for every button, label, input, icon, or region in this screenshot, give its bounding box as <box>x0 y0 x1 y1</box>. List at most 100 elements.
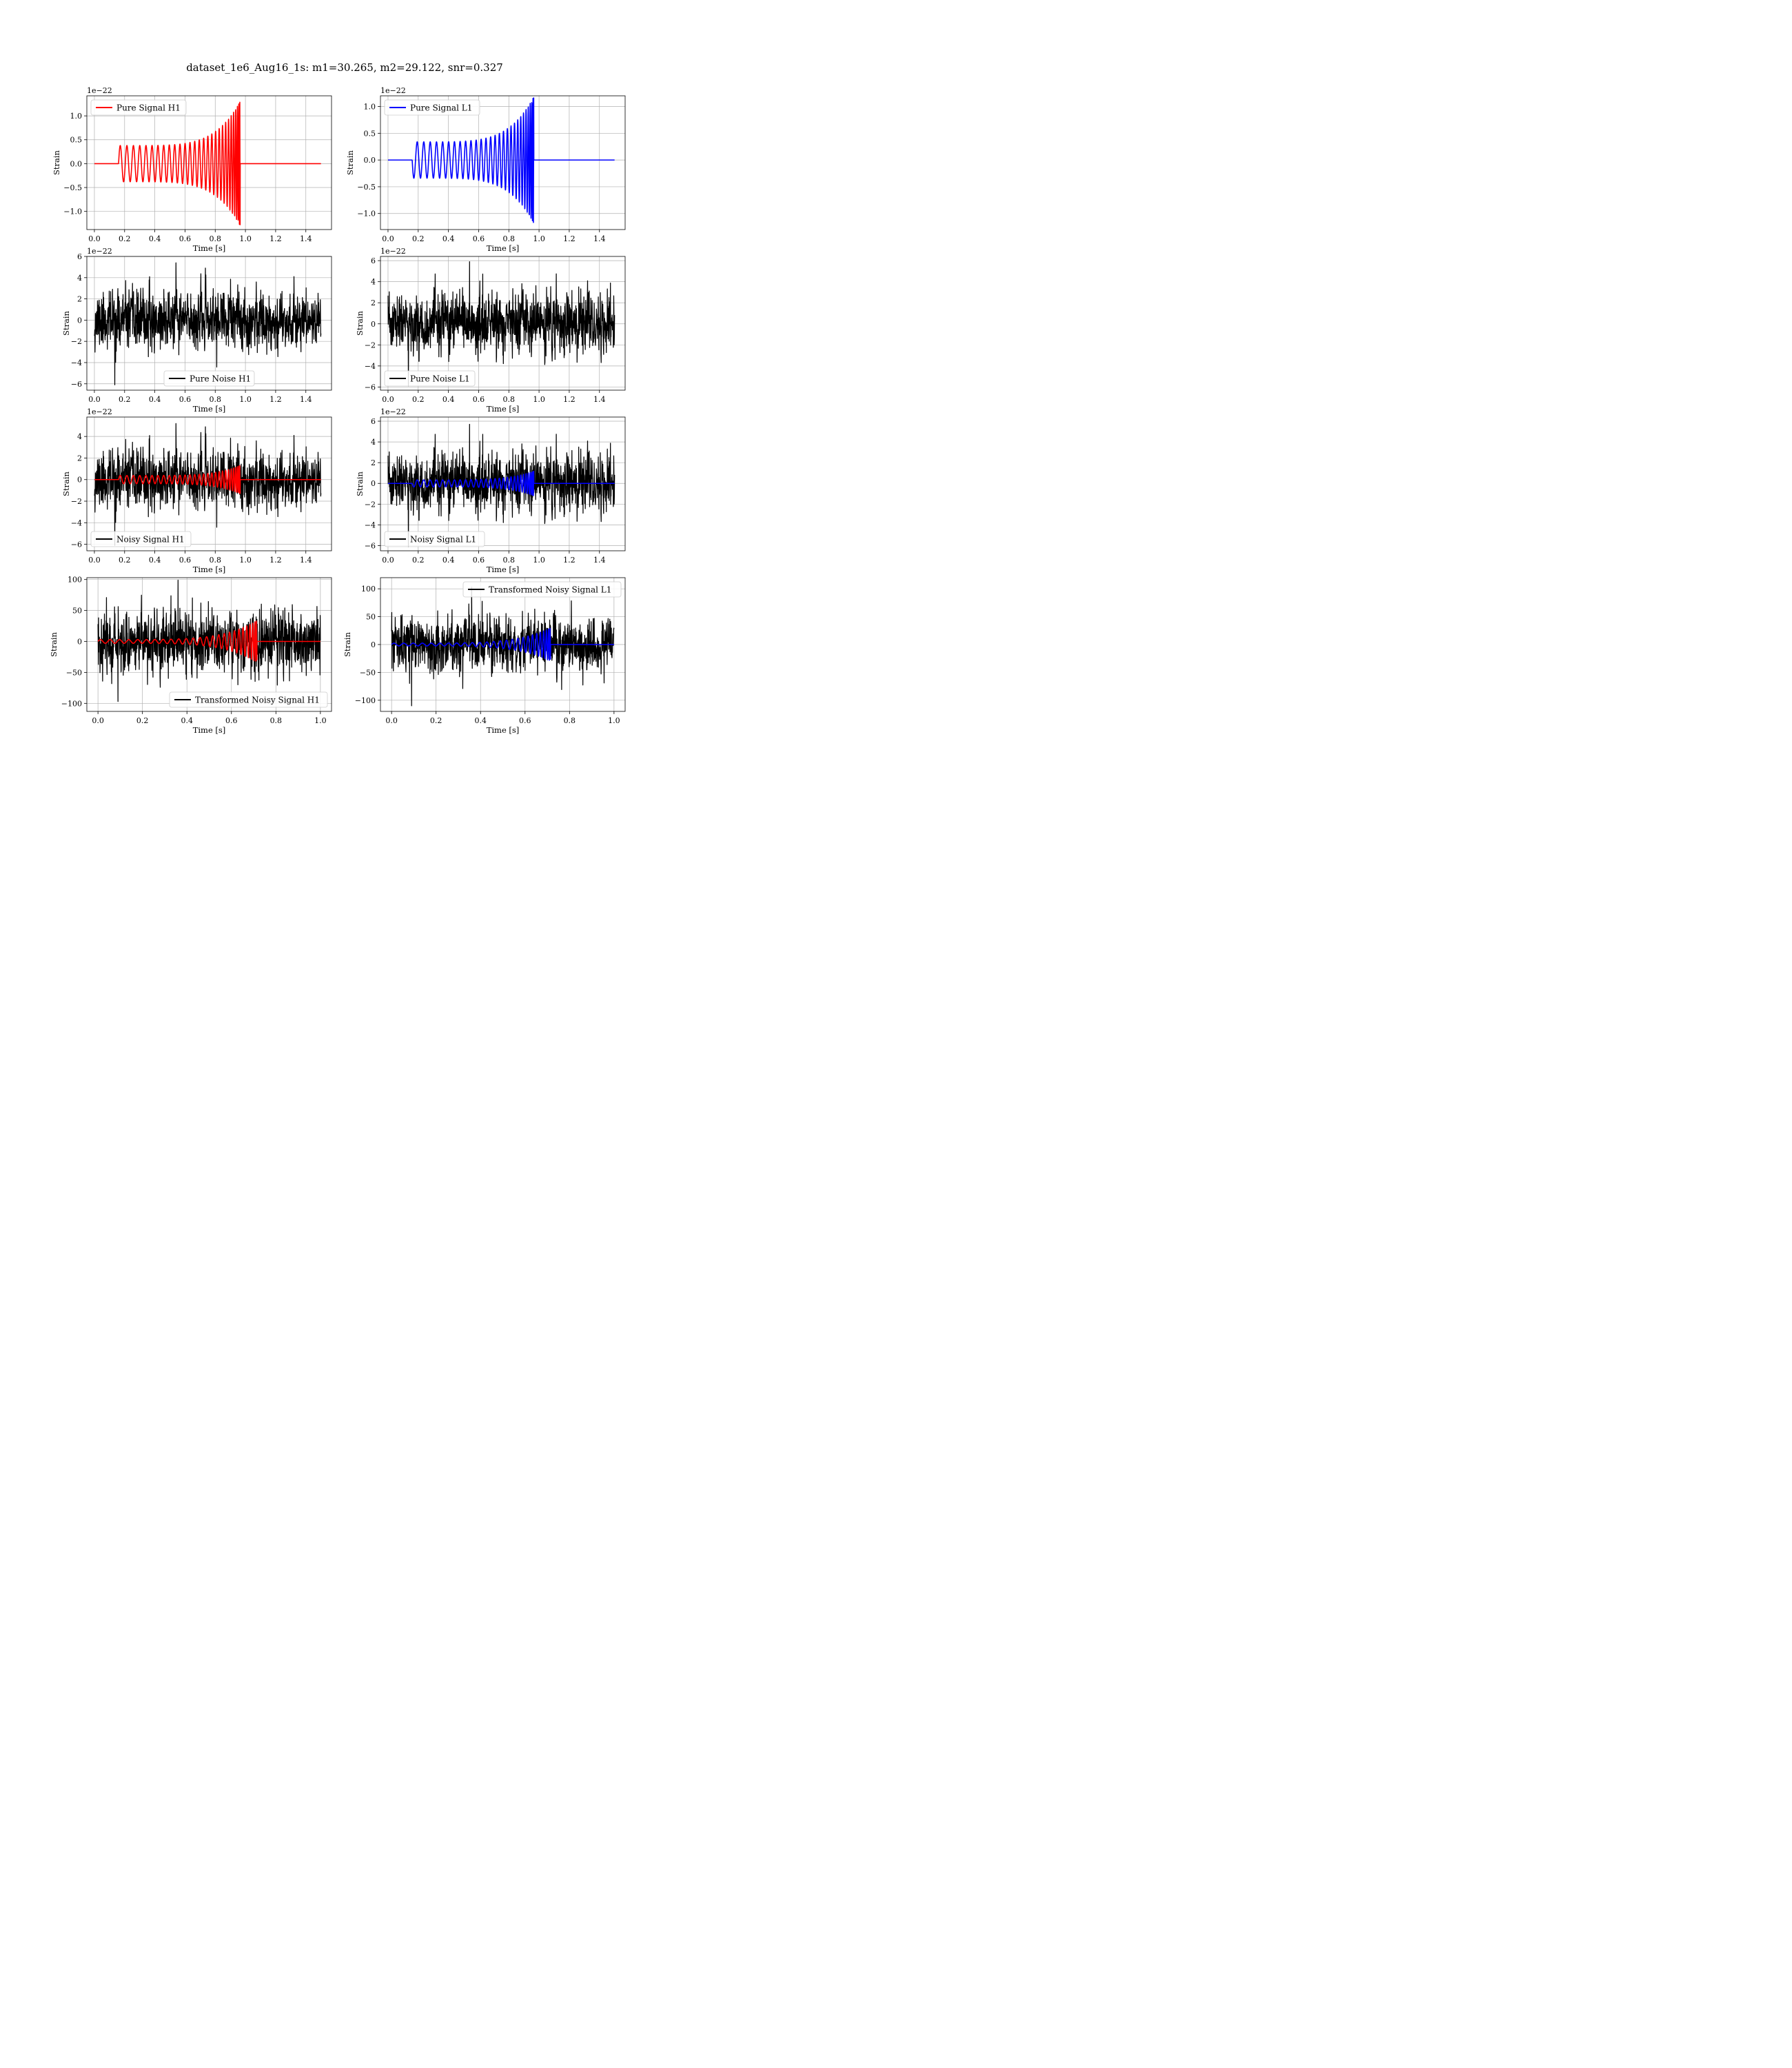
y-tick-label: 100 <box>361 585 376 594</box>
legend-label: Transformed Noisy Signal L1 <box>489 585 611 595</box>
x-tick-label: 1.0 <box>533 395 545 404</box>
y-tick-label: −2 <box>71 497 82 506</box>
y-tick-label: −4 <box>365 520 376 529</box>
x-tick-label: 1.4 <box>593 234 606 243</box>
y-tick-label: 6 <box>371 256 376 265</box>
y-tick-label: −1.0 <box>357 210 376 219</box>
x-tick-label: 0.8 <box>210 556 222 565</box>
y-tick-label: 0 <box>371 640 376 649</box>
y-offset-text: 1e−22 <box>380 247 406 256</box>
legend-box <box>90 99 187 116</box>
y-offset-text: 1e−22 <box>380 86 406 95</box>
x-axis-label: Time [s] <box>487 243 520 253</box>
legend-label: Noisy Signal L1 <box>410 535 476 545</box>
y-tick-label: 4 <box>77 274 82 283</box>
x-tick-label: 0.8 <box>210 395 222 404</box>
y-tick-label: 2 <box>77 295 82 304</box>
legend-box <box>169 691 328 708</box>
x-tick-label: 0.2 <box>119 556 131 565</box>
x-tick-label: 0.8 <box>503 395 516 404</box>
y-axis-label: Strain <box>61 310 71 336</box>
y-tick-label: −4 <box>365 362 376 371</box>
y-tick-label: 0 <box>77 476 82 485</box>
subplot-pure-noise-h1: 0.0 0.2 0.4 0.6 0.8 1.0 1.2 1.4 −6 −4 −2 0 2 4 6 1e−22 T… <box>61 247 332 414</box>
y-tick-label: −2 <box>71 337 82 346</box>
y-tick-label: −6 <box>71 540 82 549</box>
x-tick-label: 1.4 <box>593 556 606 565</box>
x-tick-label: 0.4 <box>442 234 455 243</box>
x-tick-label: 0.4 <box>149 395 161 404</box>
x-tick-label: 0.6 <box>519 716 531 725</box>
y-tick-label: 4 <box>77 432 82 441</box>
legend-label: Transformed Noisy Signal H1 <box>195 696 320 705</box>
legend-label: Pure Signal L1 <box>410 103 472 113</box>
series-line-signal-1 <box>94 465 322 494</box>
y-tick-label: −6 <box>365 541 376 550</box>
series-line-noise-0 <box>387 423 615 547</box>
y-tick-label: 50 <box>366 613 376 622</box>
x-tick-label: 0.6 <box>179 234 192 243</box>
axes-frame <box>380 95 626 230</box>
series-line-signal-1 <box>387 470 615 496</box>
legend-box <box>384 370 476 387</box>
x-tick-label: 1.0 <box>533 234 545 243</box>
x-tick-label: 0.0 <box>382 234 394 243</box>
x-tick-label: 0.8 <box>503 556 516 565</box>
y-tick-label: 2 <box>77 454 82 463</box>
legend: Pure Noise H1 <box>163 370 255 387</box>
x-axis-label: Time [s] <box>487 565 520 574</box>
series-line-noise-0 <box>94 423 322 546</box>
subplot-pure-signal-h1: 0.0 0.2 0.4 0.6 0.8 1.0 1.2 1.4 −1.0 −0.5 0.0 0.5 1.… <box>52 86 332 253</box>
y-axis-label: Strain <box>52 150 61 175</box>
y-tick-label: 0.0 <box>364 156 376 165</box>
y-tick-label: 0.0 <box>70 159 83 168</box>
subplot-grid: 0.0 0.2 0.4 0.6 0.8 1.0 1.2 1.4 −1.0 −0.5 0.0 0.5 1.… <box>49 86 626 735</box>
subplot-noisy-signal-l1: 0.0 0.2 0.4 0.6 0.8 1.0 1.2 1.4 −6 −4 −2 0 2 4 6 1e−22 T… <box>355 407 626 574</box>
axes-frame <box>86 416 332 551</box>
x-tick-label: 0.0 <box>88 395 101 404</box>
y-axis-label: Strain <box>355 471 365 496</box>
legend: Transformed Noisy Signal L1 <box>462 581 622 598</box>
x-tick-label: 1.0 <box>239 395 252 404</box>
x-tick-label: 1.2 <box>269 395 282 404</box>
y-offset-text: 1e−22 <box>87 86 112 95</box>
y-tick-label: 4 <box>371 278 376 287</box>
y-tick-label: −2 <box>365 500 376 509</box>
x-tick-label: 0.6 <box>473 395 485 404</box>
y-axis-label: Strain <box>345 150 355 175</box>
x-tick-label: 1.0 <box>314 716 327 725</box>
subplot-pure-signal-l1: 0.0 0.2 0.4 0.6 0.8 1.0 1.2 1.4 −1.0 −0.5 0.0 0.5 1.… <box>345 86 626 253</box>
legend-box <box>462 581 622 598</box>
legend: Transformed Noisy Signal H1 <box>169 691 328 708</box>
x-tick-label: 1.0 <box>239 234 252 243</box>
axes-frame <box>86 577 332 712</box>
x-tick-label: 0.2 <box>430 716 442 725</box>
y-tick-label: −50 <box>66 668 82 677</box>
y-tick-label: −0.5 <box>357 183 376 192</box>
y-tick-label: −0.5 <box>63 183 82 192</box>
y-tick-label: 100 <box>68 576 82 585</box>
x-tick-label: 1.0 <box>608 716 620 725</box>
x-tick-label: 1.0 <box>533 556 545 565</box>
legend: Pure Noise L1 <box>384 370 476 387</box>
y-offset-text: 1e−22 <box>87 247 112 256</box>
y-tick-label: −100 <box>355 696 376 705</box>
x-tick-label: 1.2 <box>563 556 576 565</box>
subplot-transformed-noisy-signal-l1: 0.0 0.2 0.4 0.6 0.8 1.0 −100 −50 0 50 100 Time [s] S… <box>343 577 626 735</box>
x-tick-label: 0.6 <box>179 556 192 565</box>
x-tick-label: 1.4 <box>593 395 606 404</box>
x-axis-label: Time [s] <box>193 565 226 574</box>
legend-box <box>384 99 480 116</box>
x-tick-label: 0.6 <box>179 395 192 404</box>
x-tick-label: 0.6 <box>473 556 485 565</box>
subplot-pure-noise-l1: 0.0 0.2 0.4 0.6 0.8 1.0 1.2 1.4 −6 −4 −2 0 2 4 6 1e−22 T… <box>355 247 626 414</box>
y-tick-label: 1.0 <box>70 112 83 121</box>
y-tick-label: 4 <box>371 438 376 447</box>
series-line-noise-0 <box>94 262 322 385</box>
x-tick-label: 0.8 <box>270 716 283 725</box>
x-axis-label: Time [s] <box>193 404 226 414</box>
y-tick-label: −50 <box>360 668 376 677</box>
x-tick-label: 0.2 <box>412 234 425 243</box>
x-axis-label: Time [s] <box>487 725 520 735</box>
y-tick-label: 6 <box>77 252 82 261</box>
